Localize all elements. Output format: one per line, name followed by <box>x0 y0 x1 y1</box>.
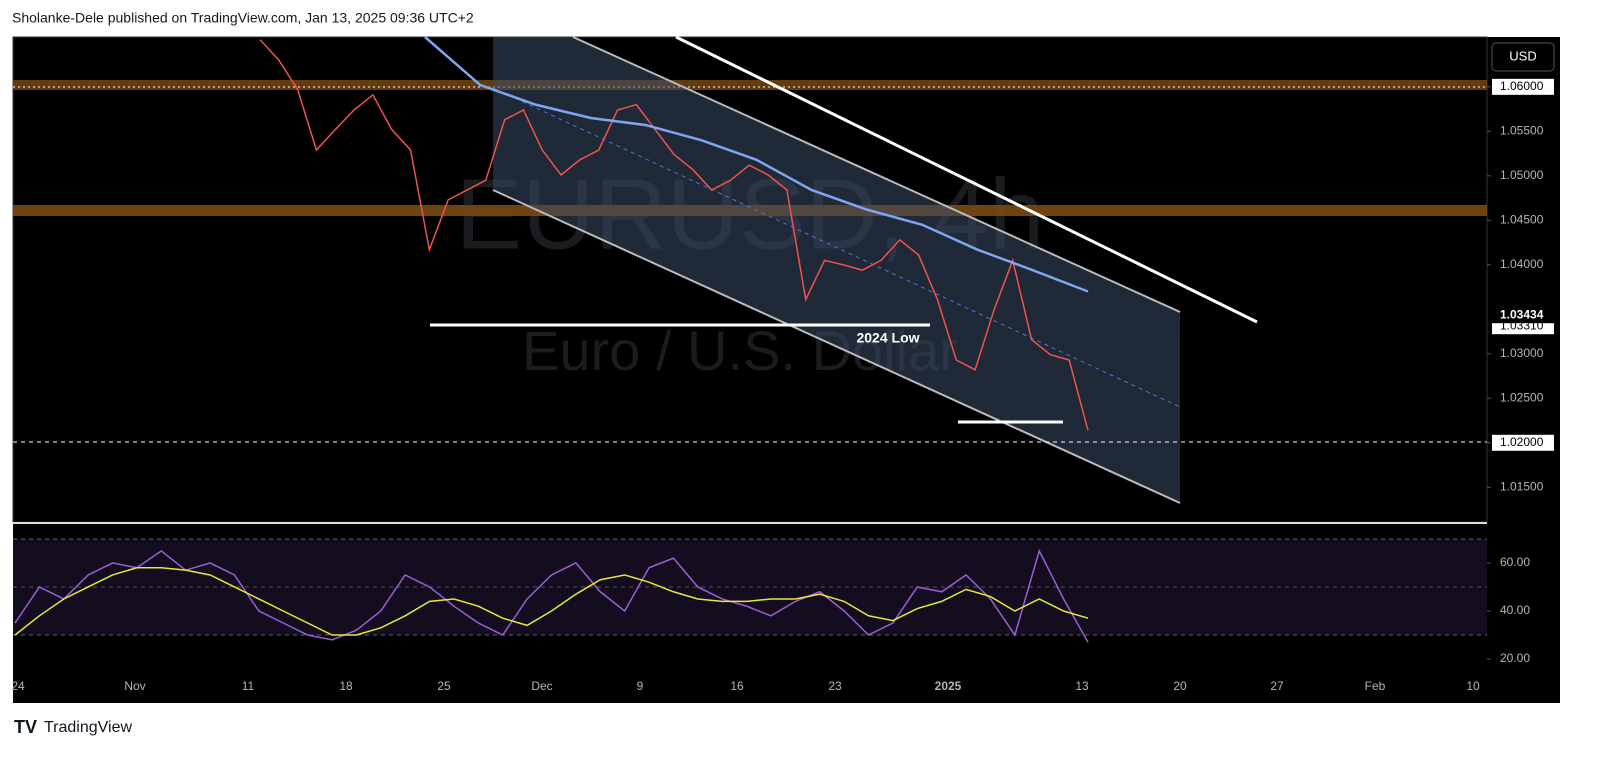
x-tick-label: 10 <box>1466 679 1480 693</box>
price-label: 1.03434 <box>1500 307 1544 321</box>
x-tick-label: 20 <box>1173 679 1187 693</box>
footer: TradingView <box>44 719 132 736</box>
price-label-bg <box>1492 307 1554 324</box>
currency-button[interactable] <box>1491 42 1555 72</box>
y-tick-label: 1.05000 <box>1500 168 1544 182</box>
channel-mid <box>492 87 1181 408</box>
x-tick-label: 16 <box>730 679 744 693</box>
series-line <box>14 567 1089 636</box>
y-tick-label: 1.02500 <box>1500 390 1544 404</box>
x-tick-label: Nov <box>124 679 145 693</box>
x-tick-label: Dec <box>531 679 552 693</box>
x-tick-label: 27 <box>1270 679 1284 693</box>
y-tick-label: 1.04500 <box>1500 212 1544 226</box>
series-line <box>14 548 1089 643</box>
channel-edge <box>492 189 1181 504</box>
y-tick-label: 1.05500 <box>1500 124 1544 138</box>
y-tick-label: 1.03000 <box>1500 346 1544 360</box>
series-line <box>424 36 1089 293</box>
y-tick-label: 40.00 <box>1500 603 1530 617</box>
y-tick-label: 20.00 <box>1500 651 1530 665</box>
annotation: 2024 Low <box>856 330 919 346</box>
y-tick-label: 1.04000 <box>1500 257 1544 271</box>
zone <box>13 80 1487 90</box>
channel-edge <box>572 36 1181 313</box>
x-tick-label: 24 <box>11 679 25 693</box>
header: Sholanke-Dele published on TradingView.c… <box>12 10 474 26</box>
y-tick-label: 1.01500 <box>1500 479 1544 493</box>
trendline <box>675 35 1258 324</box>
x-tick-label: 9 <box>637 679 644 693</box>
x-tick-label: 18 <box>339 679 353 693</box>
logo: TV <box>14 717 37 737</box>
price-label-bg <box>1492 434 1554 451</box>
x-tick-label: Feb <box>1365 679 1386 693</box>
y-tick-label: 1.06000 <box>1500 79 1544 93</box>
x-tick-label: 25 <box>437 679 451 693</box>
price-label-bg <box>1492 78 1554 95</box>
currency[interactable]: USD <box>1509 48 1536 63</box>
x-tick-label: 23 <box>828 679 842 693</box>
series-line <box>259 39 1089 431</box>
x-tick-label: 2025 <box>935 679 962 693</box>
x-tick-label: 13 <box>1075 679 1089 693</box>
x-tick-label: 11 <box>242 679 255 693</box>
y-tick-label: 1.02000 <box>1500 435 1544 449</box>
y-tick-label: 60.00 <box>1500 555 1530 569</box>
channel <box>493 37 1180 503</box>
